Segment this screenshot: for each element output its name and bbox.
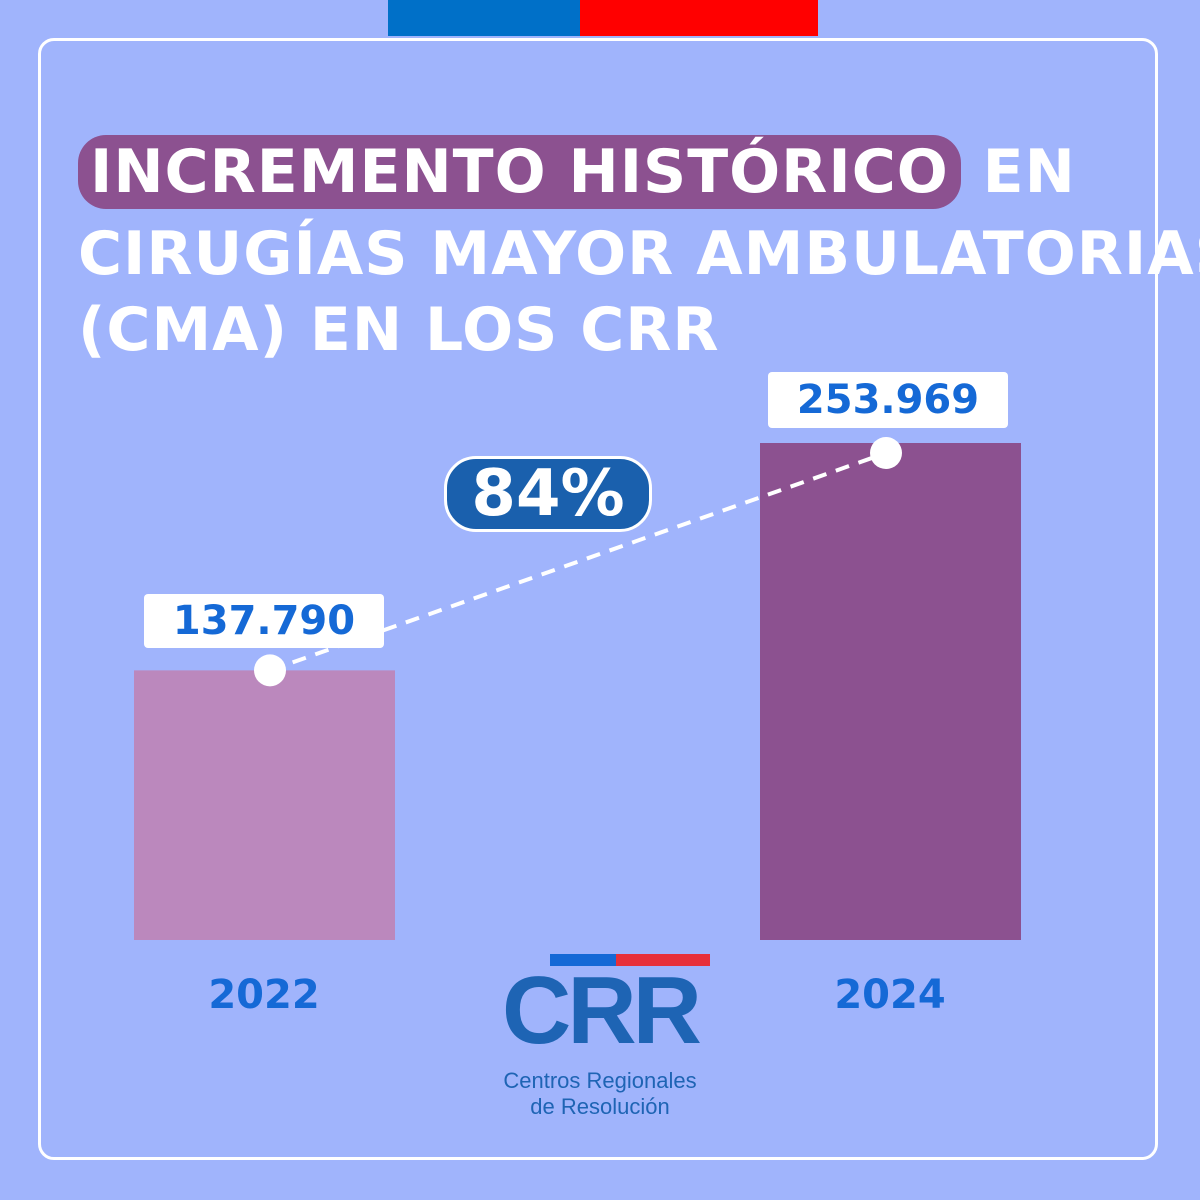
flag-stripe-red [580, 0, 818, 36]
title-highlight: INCREMENTO HISTÓRICO [78, 135, 961, 209]
bar-2022 [134, 670, 395, 940]
point-2022 [254, 654, 286, 687]
content-frame [38, 38, 1158, 1160]
point-2024 [870, 437, 902, 469]
logo-stripe-blue [550, 954, 616, 966]
x-tick-label-2022: 2022 [208, 972, 320, 1018]
logo-mark: CRR [502, 957, 702, 1064]
value-label-2022: 137.790 [144, 594, 384, 648]
flag-stripe-blue [388, 0, 580, 36]
title-line-1: INCREMENTO HISTÓRICO EN [78, 132, 1076, 212]
logo-subtitle-line-2: de Resolución [530, 1094, 670, 1119]
title-line-2: CIRUGÍAS MAYOR AMBULATORIAS [78, 219, 1200, 289]
x-tick-label-2024: 2024 [834, 972, 946, 1018]
increase-percentage-badge: 84% [444, 456, 652, 532]
logo-subtitle-line-1: Centros Regionales [503, 1068, 697, 1093]
value-label-2024: 253.969 [768, 372, 1008, 428]
title-line-1-rest: EN [960, 137, 1076, 207]
title-line-3: (CMA) EN LOS CRR [78, 295, 720, 365]
crr-logo: CRR Centros Regionales de Resolución [480, 954, 720, 1124]
logo-stripe-red [616, 954, 710, 966]
bar-2024 [760, 443, 1021, 940]
